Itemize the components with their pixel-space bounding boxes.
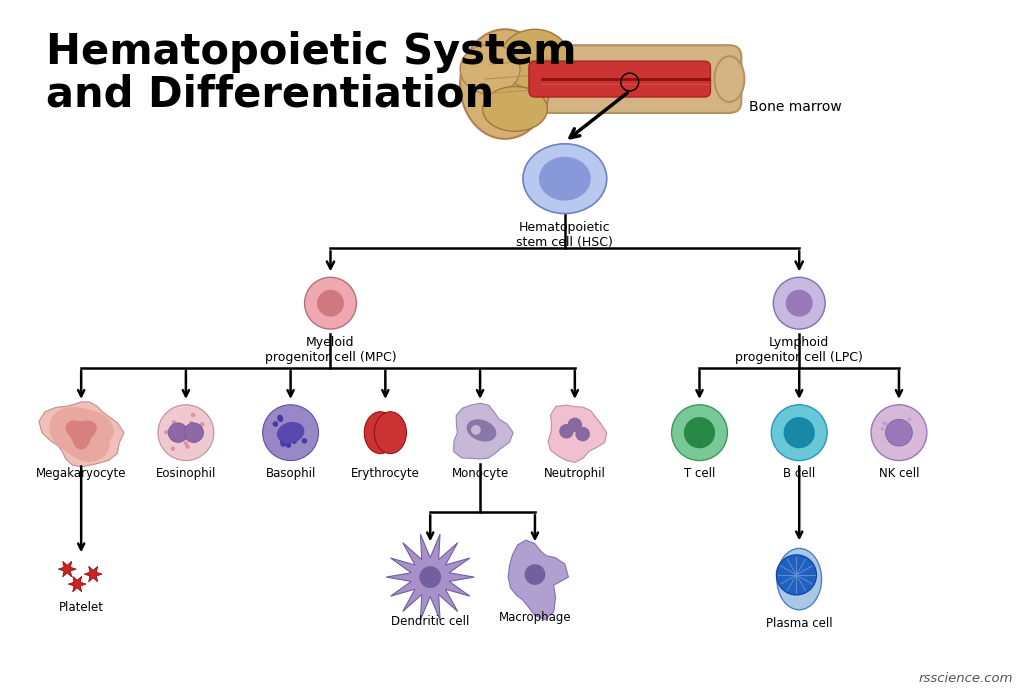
Circle shape <box>304 277 356 329</box>
Circle shape <box>263 405 318 461</box>
Ellipse shape <box>539 157 591 200</box>
Polygon shape <box>66 420 97 450</box>
Circle shape <box>278 415 283 420</box>
Circle shape <box>898 438 902 442</box>
Polygon shape <box>58 561 76 577</box>
Circle shape <box>272 421 279 426</box>
Circle shape <box>871 405 927 461</box>
Circle shape <box>172 420 176 424</box>
Circle shape <box>288 426 293 431</box>
Circle shape <box>884 422 888 426</box>
Circle shape <box>193 438 197 443</box>
Text: Plasma cell: Plasma cell <box>766 617 833 630</box>
Circle shape <box>292 438 297 444</box>
Circle shape <box>171 447 175 451</box>
Ellipse shape <box>460 29 550 139</box>
FancyBboxPatch shape <box>498 45 741 113</box>
Circle shape <box>559 424 573 438</box>
Ellipse shape <box>375 412 407 454</box>
Text: Bone marrow: Bone marrow <box>750 100 842 114</box>
Polygon shape <box>55 411 109 457</box>
Circle shape <box>185 445 189 449</box>
Circle shape <box>567 417 582 432</box>
Text: Macrophage: Macrophage <box>499 611 571 624</box>
Ellipse shape <box>715 56 744 102</box>
Ellipse shape <box>365 412 396 454</box>
Ellipse shape <box>276 422 304 443</box>
Circle shape <box>886 419 912 446</box>
Circle shape <box>672 405 727 461</box>
Circle shape <box>179 424 183 428</box>
Text: Eosinophil: Eosinophil <box>156 466 216 480</box>
Ellipse shape <box>460 44 520 94</box>
Circle shape <box>285 437 290 443</box>
Text: Platelet: Platelet <box>58 601 103 614</box>
Circle shape <box>181 433 185 438</box>
Text: Erythrocyte: Erythrocyte <box>351 466 420 480</box>
Circle shape <box>785 290 813 317</box>
Circle shape <box>293 427 298 433</box>
Polygon shape <box>84 566 102 582</box>
Polygon shape <box>454 403 513 459</box>
Text: Lymphoid
progenitor cell (LPC): Lymphoid progenitor cell (LPC) <box>735 336 863 364</box>
Text: Hematopoietic System: Hematopoietic System <box>46 31 577 73</box>
Circle shape <box>907 417 911 422</box>
FancyBboxPatch shape <box>529 61 711 97</box>
Circle shape <box>773 277 825 329</box>
Circle shape <box>164 430 169 434</box>
Polygon shape <box>386 534 474 620</box>
Text: rsscience.com: rsscience.com <box>919 671 1013 685</box>
Circle shape <box>297 429 303 435</box>
Circle shape <box>183 441 188 445</box>
Circle shape <box>317 290 344 317</box>
Circle shape <box>280 439 286 445</box>
Ellipse shape <box>523 144 607 214</box>
Circle shape <box>188 421 194 425</box>
Circle shape <box>190 413 196 417</box>
Circle shape <box>200 422 205 426</box>
Circle shape <box>771 405 827 461</box>
Text: and Differentiation: and Differentiation <box>46 73 495 115</box>
Circle shape <box>302 438 307 444</box>
Circle shape <box>420 566 441 588</box>
Circle shape <box>184 423 204 443</box>
Text: NK cell: NK cell <box>879 466 920 480</box>
Text: Basophil: Basophil <box>265 466 315 480</box>
Circle shape <box>196 426 201 431</box>
Ellipse shape <box>467 419 497 442</box>
Circle shape <box>278 417 284 422</box>
Polygon shape <box>548 405 607 463</box>
Polygon shape <box>39 402 124 467</box>
Circle shape <box>168 423 187 443</box>
Circle shape <box>776 555 816 595</box>
Ellipse shape <box>777 549 821 610</box>
Circle shape <box>281 441 286 447</box>
Circle shape <box>896 439 900 443</box>
Text: Neutrophil: Neutrophil <box>544 466 606 480</box>
Circle shape <box>881 426 885 431</box>
Circle shape <box>286 443 291 448</box>
Circle shape <box>684 417 715 448</box>
Ellipse shape <box>500 29 569 89</box>
Ellipse shape <box>482 87 548 131</box>
Text: Megakaryocyte: Megakaryocyte <box>36 466 126 480</box>
Text: Hematopoietic
stem cell (HSC): Hematopoietic stem cell (HSC) <box>516 221 613 248</box>
Circle shape <box>158 405 214 461</box>
Polygon shape <box>49 407 115 462</box>
Circle shape <box>575 426 590 441</box>
Polygon shape <box>508 540 568 620</box>
Circle shape <box>783 417 815 448</box>
Circle shape <box>188 430 193 434</box>
Text: B cell: B cell <box>783 466 815 480</box>
Circle shape <box>882 422 886 425</box>
Circle shape <box>524 564 546 585</box>
Text: Dendritic cell: Dendritic cell <box>391 615 469 628</box>
Polygon shape <box>69 577 86 592</box>
Text: Monocyte: Monocyte <box>452 466 509 480</box>
Text: T cell: T cell <box>684 466 715 480</box>
Ellipse shape <box>471 425 481 435</box>
Text: Myeloid
progenitor cell (MPC): Myeloid progenitor cell (MPC) <box>264 336 396 364</box>
